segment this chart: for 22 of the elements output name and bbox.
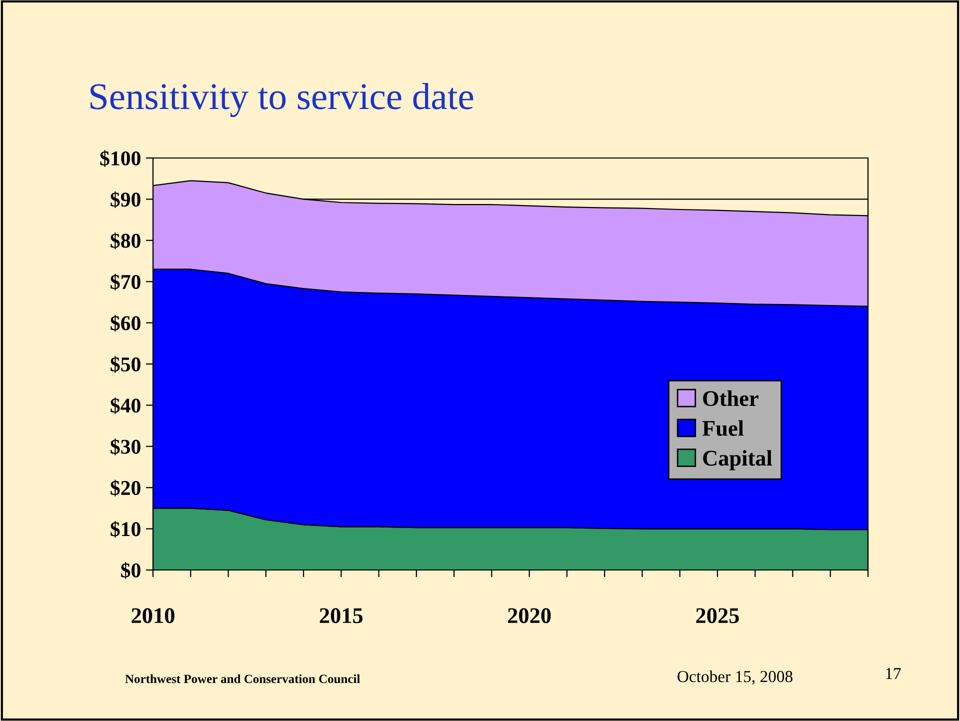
y-tick-label: $20 xyxy=(110,480,140,496)
x-tick-label: 2020 xyxy=(508,608,551,624)
y-tick-label: $90 xyxy=(110,191,140,208)
y-tick-label: $40 xyxy=(110,397,140,414)
text: 17 xyxy=(886,668,901,680)
y-tick-label: $70 xyxy=(110,274,140,290)
chart-title: Sensitivity to service date xyxy=(90,82,474,118)
x-tick-label: 2015 xyxy=(320,608,363,624)
text: October 15, 2008 xyxy=(678,670,792,685)
y-tick-label: $60 xyxy=(110,314,140,332)
y-tick-label: $80 xyxy=(110,232,140,250)
legend-label: Fuel xyxy=(702,420,744,436)
x-tick-label: 2010 xyxy=(132,608,174,624)
y-tick-label: $50 xyxy=(110,356,140,373)
y-tick-label: $30 xyxy=(110,438,140,456)
y-tick-label: $100 xyxy=(100,150,140,167)
y-tick-label: $10 xyxy=(110,520,140,538)
legend-label: Capital xyxy=(703,450,772,470)
legend-label: Other xyxy=(703,390,758,406)
text: Northwest Power and Conservation Council xyxy=(125,674,360,684)
x-tick-label: 2025 xyxy=(696,608,739,624)
y-tick-label: $0 xyxy=(121,562,140,579)
